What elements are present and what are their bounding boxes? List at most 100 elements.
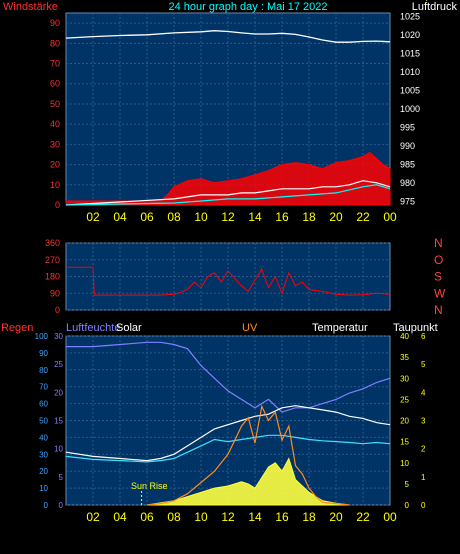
direction-left-tick-label: 90 <box>50 288 60 298</box>
wind-x-tick-label: 20 <box>329 210 343 224</box>
climate-x-tick-label: 14 <box>248 510 262 524</box>
temperatur-tick-label: 25 <box>400 395 409 404</box>
wind-x-tick-label: 08 <box>167 210 181 224</box>
wind-direction-series <box>66 266 391 296</box>
taupunkt-tick-label: 2,5 <box>421 0 433 2</box>
wind-left-tick-label: 70 <box>50 59 60 69</box>
climate-panel: 0102030405060708090100051015202530051015… <box>35 0 433 524</box>
wind-left-tick-label: 30 <box>50 139 60 149</box>
taupunkt-tick-label: 5 <box>421 360 426 369</box>
wind-x-tick-label: 16 <box>275 210 289 224</box>
temperatur-tick-label: 10 <box>400 459 409 468</box>
direction-left-tick-label: 0 <box>55 305 60 315</box>
wind-x-tick-label: 18 <box>302 210 316 224</box>
luftfeuchte-label: Luftfeuchte <box>66 322 120 334</box>
pressure-right-tick-label: 985 <box>400 159 415 169</box>
wind-gust-series <box>65 151 391 206</box>
wind-left-tick-label: 80 <box>50 38 60 48</box>
climate-x-tick-label: 06 <box>140 510 154 524</box>
climate-x-tick-label: 04 <box>113 510 127 524</box>
wind-left-tick-label: 20 <box>50 160 60 170</box>
pressure-series-line <box>65 30 391 43</box>
taupunkt-tick-label: 0,5 <box>421 0 433 2</box>
luftfeuchte-tick-label: 20 <box>54 388 63 397</box>
pressure-right-tick-label: 980 <box>400 178 415 188</box>
uv-series-line <box>146 404 350 506</box>
temperatur-tick-label: 5 <box>405 480 410 489</box>
luftfeuchte-tick-label: 30 <box>54 332 63 341</box>
wind-x-tick-label: 12 <box>221 210 235 224</box>
solar-label: Solar <box>116 322 142 334</box>
pressure-right-tick-label: 995 <box>400 122 415 132</box>
temperatur-label: Temperatur <box>312 322 368 334</box>
climate-x-tick-label: 12 <box>221 510 235 524</box>
wind-left-tick-label: 60 <box>50 79 60 89</box>
wind-cyan-series <box>65 184 391 206</box>
temperatur-tick-label: 15 <box>400 438 409 447</box>
compass-label: N <box>434 236 443 250</box>
regen-tick-label: 80 <box>39 366 48 375</box>
climate-x-tick-label: 10 <box>194 510 208 524</box>
temperatur-tick-label: 20 <box>400 417 409 426</box>
luftfeuchte-tick-label: 0 <box>59 501 64 510</box>
wind-average-series <box>65 180 391 206</box>
taupunkt-tick-label: 3,5 <box>421 0 433 2</box>
compass-label: N <box>434 303 443 317</box>
wind-x-tick-label: 22 <box>356 210 370 224</box>
taupunkt-tick-label: 4,5 <box>421 0 433 2</box>
pressure-right-tick-label: 1025 <box>400 12 420 22</box>
regen-tick-label: 10 <box>39 484 48 493</box>
taupunkt-tick-label: 5,5 <box>421 0 433 2</box>
regen-tick-label: 30 <box>39 450 48 459</box>
wind-left-tick-label: 40 <box>50 119 60 129</box>
compass-label: W <box>434 286 446 300</box>
pressure-right-tick-label: 1005 <box>400 86 420 96</box>
header-right-label: Luftdruck <box>412 1 458 13</box>
pressure-right-tick-label: 990 <box>400 141 415 151</box>
climate-x-tick-label: 20 <box>329 510 343 524</box>
wind-left-tick-label: 10 <box>50 180 60 190</box>
regen-tick-label: 50 <box>39 417 48 426</box>
temperatur-tick-label: 30 <box>400 374 409 383</box>
climate-x-tick-label: 02 <box>86 510 100 524</box>
pressure-right-tick-label: 1010 <box>400 67 420 77</box>
temperatur-tick-label: 0 <box>405 501 410 510</box>
uv-label: UV <box>242 322 258 334</box>
taupunkt-tick-label: 6 <box>421 332 426 341</box>
pressure-right-tick-label: 1020 <box>400 30 420 40</box>
wind-x-tick-label: 00 <box>383 210 397 224</box>
wind-left-tick-label: 0 <box>55 200 60 210</box>
climate-x-tick-label: 18 <box>302 510 316 524</box>
direction-left-tick-label: 270 <box>45 255 60 265</box>
regen-tick-label: 40 <box>39 433 48 442</box>
regen-label: Regen <box>1 322 33 334</box>
luftfeuchte-tick-label: 25 <box>54 360 63 369</box>
taupunkt-label: Taupunkt <box>393 322 438 334</box>
pressure-right-tick-label: 1015 <box>400 49 420 59</box>
sun-rise-label: Sun Rise <box>131 481 168 491</box>
wind-x-tick-label: 04 <box>113 210 127 224</box>
regen-tick-label: 60 <box>39 400 48 409</box>
regen-tick-label: 100 <box>35 332 49 341</box>
compass-label: S <box>434 270 442 284</box>
wind-x-tick-label: 02 <box>86 210 100 224</box>
climate-x-tick-label: 22 <box>356 510 370 524</box>
header-left-label: Windstärke <box>3 1 58 13</box>
taupunkt-tick-label: 2 <box>421 445 426 454</box>
climate-x-tick-label: 00 <box>383 510 397 524</box>
compass-label: O <box>434 253 443 267</box>
temperatur-tick-label: 35 <box>400 353 409 362</box>
pressure-right-tick-label: 975 <box>400 196 415 206</box>
regen-tick-label: 0 <box>44 501 49 510</box>
taupunkt-tick-label: 1 <box>421 473 426 482</box>
climate-x-tick-label: 16 <box>275 510 289 524</box>
wind-x-tick-label: 06 <box>140 210 154 224</box>
luftfeuchte-tick-label: 10 <box>54 445 63 454</box>
wind-left-tick-label: 50 <box>50 99 60 109</box>
wind-pressure-panel: 0102030405060708090975980985990995100010… <box>50 12 420 224</box>
direction-left-tick-label: 360 <box>45 238 60 248</box>
regen-tick-label: 20 <box>39 467 48 476</box>
wind-x-tick-label: 10 <box>194 210 208 224</box>
regen-tick-label: 90 <box>39 349 48 358</box>
